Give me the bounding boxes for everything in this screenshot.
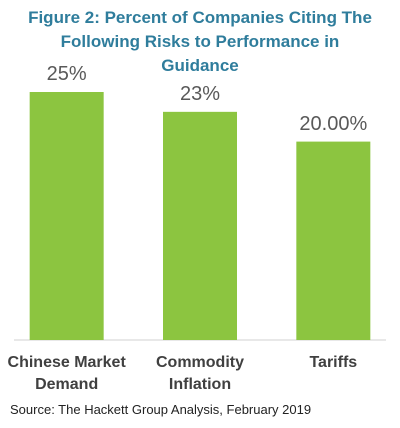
value-label: 20.00% xyxy=(299,112,368,135)
bar xyxy=(296,141,371,340)
x-tick-label: Commodity Inflation xyxy=(156,354,244,393)
chart-title: Figure 2: Percent of Companies Citing Th… xyxy=(28,8,372,75)
source-note: Source: The Hackett Group Analysis, Febr… xyxy=(10,402,312,417)
bar xyxy=(163,111,237,340)
value-label: 25% xyxy=(46,63,87,85)
x-tick-label: Chinese Market Demand xyxy=(7,354,126,393)
x-tick-label: Tariffs xyxy=(309,354,358,371)
value-label: 23% xyxy=(179,82,221,105)
bar xyxy=(29,92,104,340)
